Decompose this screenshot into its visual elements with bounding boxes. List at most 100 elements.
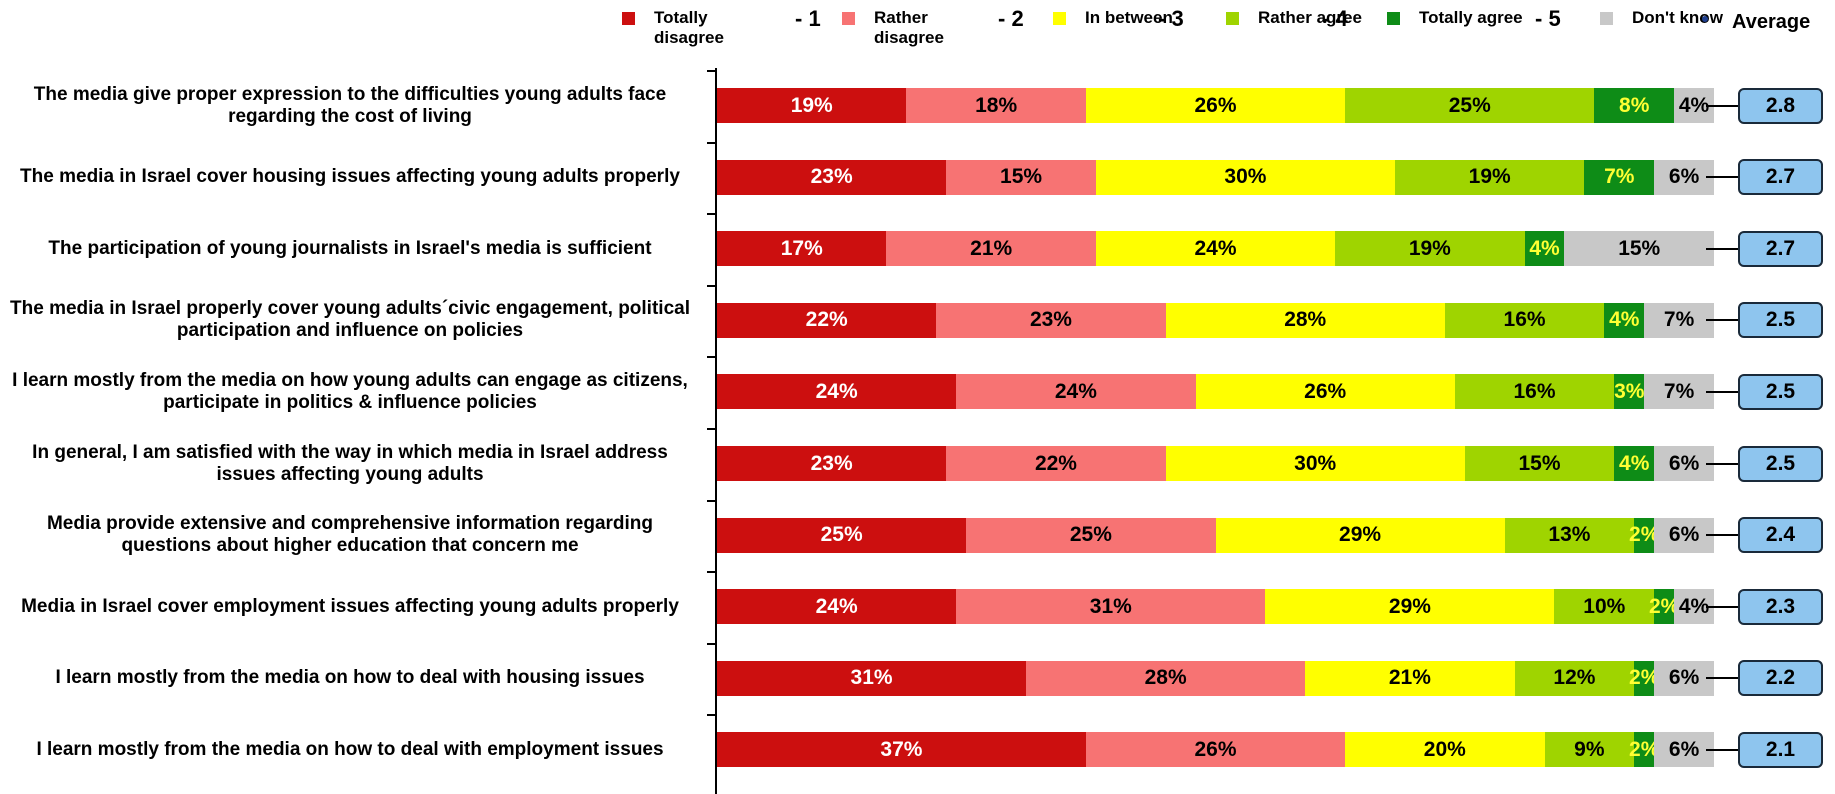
- value-label: 23%: [1029, 308, 1072, 332]
- category-tick: [707, 356, 717, 359]
- bar-segment: 23%: [936, 302, 1166, 338]
- value-label: 16%: [1503, 308, 1546, 332]
- bar-segment: 12%: [1514, 660, 1635, 696]
- average-connector: [1706, 605, 1738, 608]
- bar-segment: 19%: [1335, 231, 1525, 267]
- value-label: 21%: [1388, 666, 1431, 690]
- average-box: 2.7: [1738, 159, 1823, 196]
- value-label: 4%: [1619, 451, 1650, 475]
- value-label: 20%: [1423, 737, 1466, 761]
- value-label: 4%: [1678, 93, 1710, 117]
- bar-segment: 24%: [1095, 231, 1336, 267]
- average-connector: [1706, 748, 1738, 751]
- bar-segment: 13%: [1504, 517, 1635, 553]
- value-label: 19%: [790, 93, 833, 117]
- bar-segment: 7%: [1644, 302, 1714, 338]
- value-label: 2%: [1629, 666, 1660, 690]
- value-label: 24%: [1054, 379, 1097, 403]
- value-label: 15%: [1518, 451, 1561, 475]
- value-label: 25%: [820, 523, 863, 547]
- legend-swatch: [842, 12, 855, 25]
- value-label: 13%: [1548, 523, 1591, 547]
- value-label: 22%: [805, 308, 848, 332]
- row-label: In general, I am satisfied with the way …: [32, 441, 668, 485]
- bar-segment: 21%: [886, 231, 1096, 267]
- bar-segment: 22%: [717, 302, 937, 338]
- bar-segment: 6%: [1654, 517, 1714, 553]
- bar-segment: 15%: [1464, 446, 1615, 481]
- value-label: 3%: [1614, 379, 1645, 403]
- bar-segment: 30%: [1165, 446, 1465, 481]
- value-label: 28%: [1144, 666, 1187, 690]
- value-label: 24%: [1194, 236, 1237, 260]
- row-label: The media in Israel properly cover young…: [10, 298, 690, 342]
- bar-segment: 26%: [1195, 374, 1455, 410]
- value-label: 17%: [780, 236, 823, 260]
- legend-label: Totally disagree: [654, 8, 724, 47]
- legend-swatch: [1600, 12, 1613, 25]
- bar-segment: 28%: [1165, 302, 1445, 338]
- category-tick: [707, 714, 717, 717]
- bar-segment: 26%: [1085, 88, 1346, 123]
- value-label: 37%: [880, 737, 923, 761]
- bar-segment: 16%: [1454, 374, 1615, 410]
- value-label: 7%: [1604, 165, 1635, 189]
- bar-segment: 25%: [966, 517, 1216, 553]
- row-label: The participation of young journalists i…: [48, 237, 652, 259]
- bar-segment: 2%: [1629, 660, 1659, 696]
- bar-segment: 3%: [1614, 374, 1645, 410]
- bar-segment: 8%: [1594, 88, 1675, 123]
- bar-segment: 4%: [1604, 302, 1645, 338]
- bar-segment: 31%: [717, 660, 1027, 696]
- bar-segment: 22%: [946, 446, 1166, 481]
- bar-segment: 26%: [1085, 732, 1346, 768]
- value-label: 24%: [815, 379, 858, 403]
- value-label: 21%: [970, 236, 1013, 260]
- category-tick: [707, 70, 717, 72]
- value-label: 12%: [1553, 666, 1596, 690]
- category-tick: [707, 499, 717, 502]
- legend-label: Rather disagree: [874, 8, 944, 47]
- legend-label: Totally agree: [1419, 8, 1523, 27]
- average-box: 2.3: [1738, 588, 1823, 625]
- average-connector: [1706, 104, 1738, 107]
- bar-segment: 20%: [1345, 732, 1545, 768]
- average-connector: [1706, 462, 1738, 465]
- category-tick: [707, 213, 717, 216]
- row-label: I learn mostly from the media on how to …: [55, 667, 645, 689]
- legend-swatch: [622, 12, 635, 25]
- legend-code: - 3: [1158, 6, 1184, 31]
- axis-line: [715, 68, 717, 794]
- row-label: Media in Israel cover employment issues …: [21, 595, 679, 617]
- row-label: Media provide extensive and comprehensiv…: [46, 513, 654, 557]
- bar-segment: 30%: [1095, 159, 1395, 195]
- legend-swatch: [1226, 12, 1239, 25]
- average-connector: [1706, 534, 1738, 537]
- value-label: 30%: [1294, 451, 1337, 475]
- value-label: 16%: [1513, 379, 1556, 403]
- row-label: I learn mostly from the media on how you…: [12, 369, 688, 413]
- bar-segment: 29%: [1215, 517, 1505, 553]
- bar-segment: 17%: [717, 231, 887, 267]
- bar-segment: 23%: [717, 446, 947, 481]
- value-label: 26%: [1194, 737, 1237, 761]
- row-label: The media give proper expression to the …: [33, 83, 667, 127]
- legend-swatch: [1702, 16, 1708, 22]
- value-label: 18%: [975, 93, 1018, 117]
- bar-segment: 15%: [1564, 231, 1714, 267]
- value-label: 6%: [1668, 523, 1700, 547]
- bar-segment: 37%: [717, 732, 1086, 768]
- bar-segment: 6%: [1654, 732, 1714, 768]
- bar-segment: 18%: [906, 88, 1086, 123]
- row-label: I learn mostly from the media on how to …: [36, 738, 664, 760]
- value-label: 31%: [1089, 594, 1132, 618]
- value-label: 26%: [1304, 379, 1347, 403]
- value-label: 6%: [1668, 666, 1700, 690]
- average-connector: [1706, 176, 1738, 179]
- bar-segment: 25%: [1345, 88, 1595, 123]
- value-label: 7%: [1663, 308, 1695, 332]
- legend-label: Don't know: [1632, 8, 1723, 27]
- value-label: 25%: [1448, 93, 1491, 117]
- legend-label: Rather agree: [1258, 8, 1362, 27]
